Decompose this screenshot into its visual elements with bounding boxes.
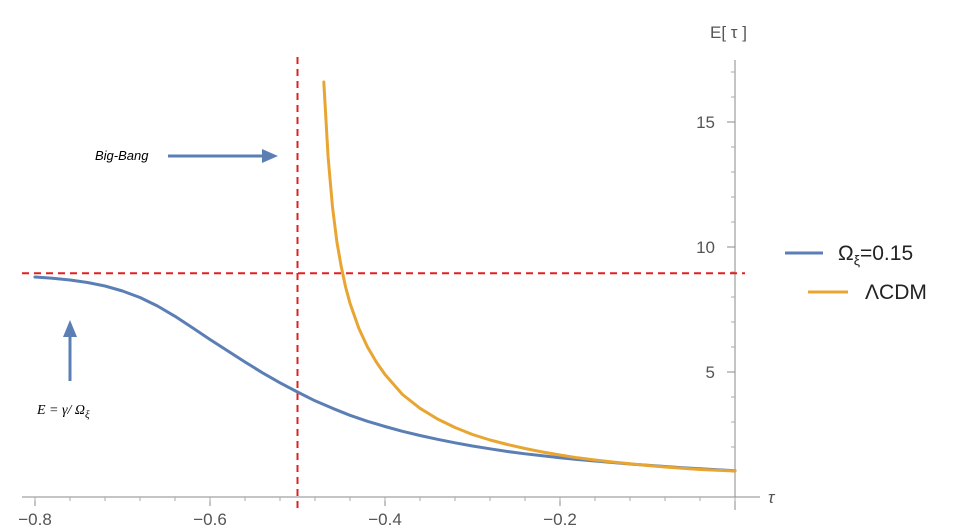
y-tick-label: 5 xyxy=(706,363,715,382)
x-tick-label: −0.4 xyxy=(368,510,402,529)
x-tick-label: −0.6 xyxy=(193,510,227,529)
big-bang-annotation: Big-Bang xyxy=(95,148,278,163)
legend-item-omega: Ωξ=0.15 xyxy=(785,242,913,268)
y-axis-title: E[ τ ] xyxy=(710,23,747,42)
axes xyxy=(22,60,760,510)
asymptote-arrow-head-icon xyxy=(63,320,77,337)
asymptote-label: E = γ/ Ωξ xyxy=(36,403,90,421)
y-tick-label: 10 xyxy=(696,238,715,257)
x-tick-label: −0.2 xyxy=(543,510,577,529)
legend-label-lcdm: ΛCDM xyxy=(865,281,927,304)
legend-item-lcdm: ΛCDM xyxy=(808,281,927,304)
legend-label-omega: Ωξ=0.15 xyxy=(838,242,913,268)
x-tick-label: −0.8 xyxy=(18,510,52,529)
legend: Ωξ=0.15 ΛCDM xyxy=(785,242,927,304)
y-tick-label: 15 xyxy=(696,113,715,132)
x-axis-title: τ xyxy=(768,488,776,507)
asymptote-annotation: E = γ/ Ωξ xyxy=(36,320,90,421)
big-bang-label: Big-Bang xyxy=(95,148,149,163)
big-bang-arrow-head-icon xyxy=(262,149,278,163)
series-line-lcdm xyxy=(322,80,737,473)
